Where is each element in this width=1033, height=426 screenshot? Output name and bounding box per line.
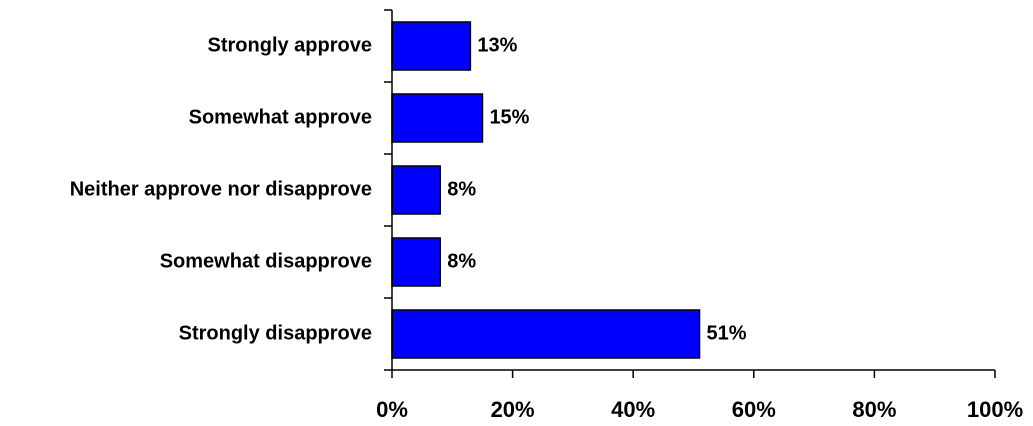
category-label-strongly-approve: Strongly approve — [208, 34, 372, 56]
x-tick-label: 60% — [732, 397, 776, 422]
x-tick-label: 80% — [852, 397, 896, 422]
category-label-strongly-disapprove: Strongly disapprove — [179, 322, 372, 344]
value-label-somewhat-approve: 15% — [489, 106, 529, 128]
value-label-strongly-disapprove: 51% — [707, 322, 747, 344]
x-tick-label: 40% — [611, 397, 655, 422]
axes-layer — [384, 9, 996, 378]
bar-neither-approve-nor-disapprove — [391, 165, 441, 215]
bar-somewhat-approve — [391, 93, 484, 143]
value-label-strongly-approve: 13% — [477, 34, 517, 56]
bar-strongly-approve — [391, 21, 472, 71]
category-label-somewhat-approve: Somewhat approve — [189, 106, 372, 128]
bar-somewhat-disapprove — [391, 237, 441, 287]
bar-strongly-disapprove — [391, 309, 701, 359]
x-tick-label: 100% — [967, 397, 1023, 422]
category-label-neither-approve-nor-disapprove: Neither approve nor disapprove — [70, 178, 372, 200]
x-tick-label: 20% — [491, 397, 535, 422]
x-tick-label: 0% — [376, 397, 408, 422]
bars-layer — [391, 21, 701, 359]
value-label-neither-approve-nor-disapprove: 8% — [447, 178, 476, 200]
labels-layer: Strongly approve 13% Somewhat approve 15% Ne… — [70, 34, 1023, 422]
value-label-somewhat-disapprove: 8% — [447, 250, 476, 272]
category-label-somewhat-disapprove: Somewhat disapprove — [160, 250, 372, 272]
